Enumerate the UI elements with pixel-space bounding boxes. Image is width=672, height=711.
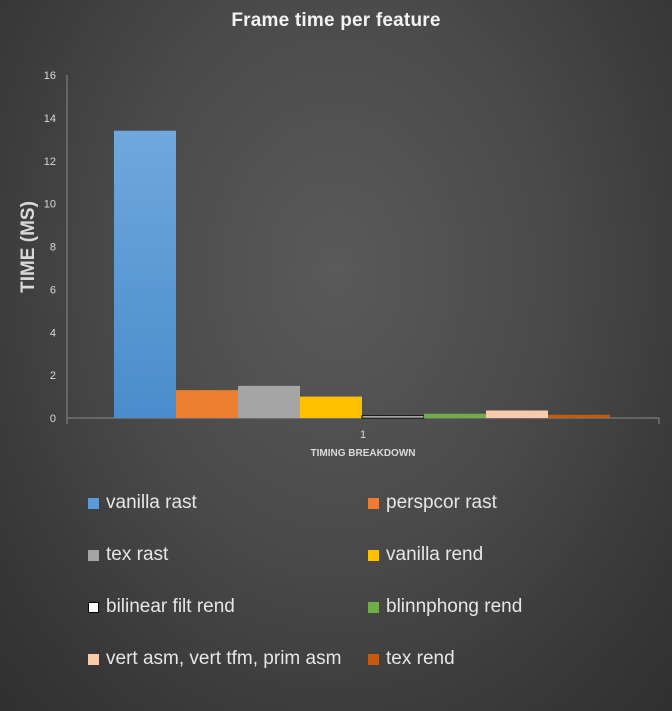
- legend-swatch: [368, 601, 379, 613]
- chart-title: Frame time per feature: [231, 10, 441, 31]
- legend-swatch: [88, 601, 99, 613]
- legend-item: bilinear filt rend: [88, 594, 235, 620]
- legend-swatch: [368, 549, 379, 561]
- legend-label: tex rast: [106, 544, 169, 565]
- legend-swatch: [368, 653, 379, 665]
- legend-item: blinnphong rend: [368, 594, 522, 620]
- x-tick-label: 1: [360, 429, 366, 441]
- legend-label: vanilla rast: [106, 492, 197, 513]
- bar-vanilla-rast: [114, 130, 176, 419]
- legend-swatch: [88, 653, 99, 665]
- bar-tex-rend: [548, 414, 610, 418]
- x-axis-title: TIMING BREAKDOWN: [311, 448, 416, 459]
- legend-swatch: [368, 497, 379, 509]
- y-tick-label: 10: [44, 199, 56, 211]
- bar-blinnphong-rend: [424, 413, 486, 418]
- legend-item: vert asm, vert tfm, prim asm: [88, 646, 341, 672]
- bar-vanilla-rend: [300, 396, 362, 418]
- legend-label: blinnphong rend: [386, 596, 523, 617]
- legend-label: vert asm, vert tfm, prim asm: [106, 648, 342, 669]
- y-tick-label: 6: [50, 284, 56, 296]
- y-tick-label: 16: [44, 70, 56, 82]
- legend-item: tex rast: [88, 542, 168, 568]
- legend-label: bilinear filt rend: [106, 596, 235, 617]
- legend-item: vanilla rast: [88, 490, 197, 516]
- legend-label: tex rend: [386, 648, 455, 669]
- y-tick-label: 12: [44, 156, 56, 168]
- legend-swatch: [88, 497, 99, 509]
- bar-vert-asm-vert-tfm-prim-asm: [486, 410, 548, 418]
- bar-perspcor-rast: [176, 390, 238, 418]
- legend-swatch: [88, 549, 99, 561]
- legend-item: perspcor rast: [368, 490, 497, 516]
- legend-item: tex rend: [368, 646, 455, 672]
- bar-bilinear-filt-rend: [361, 415, 425, 419]
- y-tick-label: 2: [50, 370, 56, 382]
- bar-tex-rast: [238, 385, 300, 418]
- legend-label: vanilla rend: [386, 544, 484, 565]
- legend-item: vanilla rend: [368, 542, 483, 568]
- legend-label: perspcor rast: [386, 492, 497, 513]
- y-tick-label: 8: [50, 242, 56, 254]
- y-tick-label: 0: [50, 413, 56, 425]
- y-axis-title: TIME (MS): [18, 201, 39, 293]
- y-tick-label: 4: [50, 327, 56, 339]
- chart-plot: 0 2 4 6 8 10 12 14 16 1 TIMING BREAKDOWN TIME (M…: [18, 70, 660, 459]
- y-tick-label: 14: [44, 113, 56, 125]
